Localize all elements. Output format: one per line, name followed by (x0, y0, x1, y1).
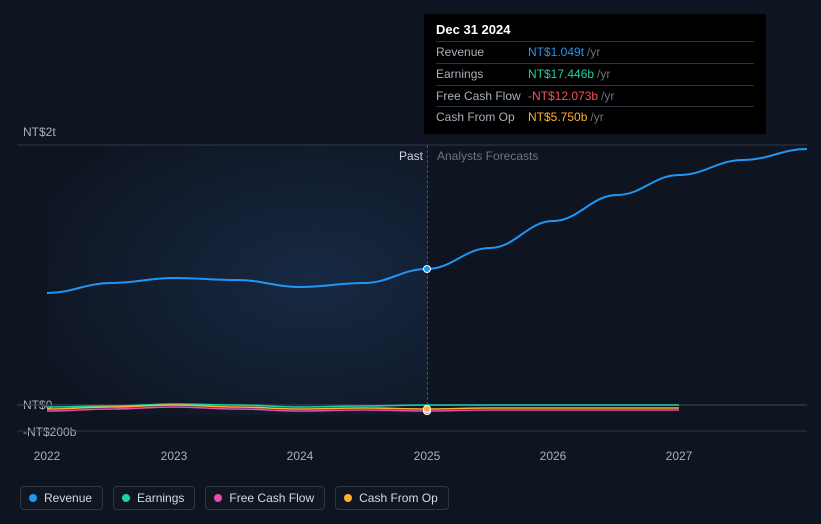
tooltip-row-suffix: /yr (587, 44, 600, 61)
x-tick: 2023 (161, 449, 188, 463)
tooltip-row-label: Earnings (436, 66, 528, 83)
tooltip-row-label: Cash From Op (436, 109, 528, 126)
legend-item-earnings[interactable]: Earnings (113, 486, 195, 510)
tooltip-row-suffix: /yr (601, 88, 614, 105)
marker-revenue (423, 265, 431, 273)
hover-tooltip: Dec 31 2024 RevenueNT$1.049t/yrEarningsN… (424, 14, 766, 134)
hover-vertical-line (427, 145, 428, 415)
tooltip-row: EarningsNT$17.446b/yr (436, 63, 754, 85)
legend-dot-icon (214, 494, 222, 502)
legend-label: Cash From Op (359, 491, 438, 505)
marker-cfo (423, 405, 431, 413)
tooltip-row: RevenueNT$1.049t/yr (436, 41, 754, 63)
x-tick: 2024 (287, 449, 314, 463)
legend-label: Earnings (137, 491, 184, 505)
legend-item-cash-from-op[interactable]: Cash From Op (335, 486, 449, 510)
x-tick: 2027 (666, 449, 693, 463)
legend-label: Free Cash Flow (229, 491, 314, 505)
tooltip-row-value: -NT$12.073b (528, 88, 598, 105)
legend-dot-icon (122, 494, 130, 502)
tooltip-row-suffix: /yr (590, 109, 603, 126)
chart-svg (17, 125, 807, 441)
legend-label: Revenue (44, 491, 92, 505)
tooltip-row-label: Revenue (436, 44, 528, 61)
tooltip-row-suffix: /yr (597, 66, 610, 83)
legend: Revenue Earnings Free Cash Flow Cash From O… (20, 486, 449, 510)
legend-item-free-cash-flow[interactable]: Free Cash Flow (205, 486, 325, 510)
tooltip-row-value: NT$1.049t (528, 44, 584, 61)
legend-item-revenue[interactable]: Revenue (20, 486, 103, 510)
tooltip-row-label: Free Cash Flow (436, 88, 528, 105)
legend-dot-icon (344, 494, 352, 502)
tooltip-row: Cash From OpNT$5.750b/yr (436, 106, 754, 128)
tooltip-row-value: NT$5.750b (528, 109, 587, 126)
tooltip-row-value: NT$17.446b (528, 66, 594, 83)
x-tick: 2025 (414, 449, 441, 463)
x-tick: 2026 (540, 449, 567, 463)
earnings-revenue-chart: NT$2t NT$0 -NT$200b Past Analysts Foreca… (17, 125, 807, 441)
x-tick: 2022 (34, 449, 61, 463)
legend-dot-icon (29, 494, 37, 502)
tooltip-date: Dec 31 2024 (436, 22, 754, 41)
tooltip-row: Free Cash Flow-NT$12.073b/yr (436, 85, 754, 107)
